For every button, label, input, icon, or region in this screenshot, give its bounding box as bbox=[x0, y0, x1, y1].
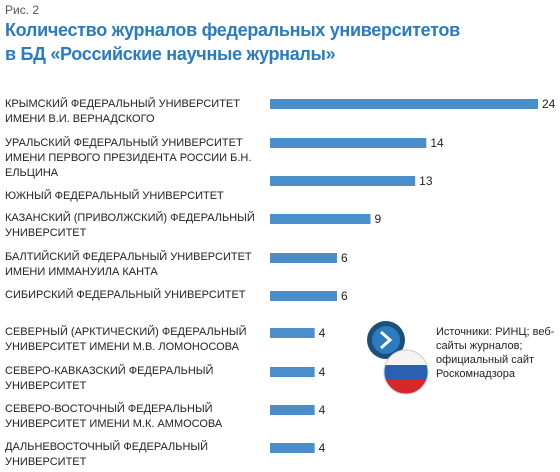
bar bbox=[270, 291, 337, 301]
value-label: 14 bbox=[430, 136, 444, 150]
bar bbox=[270, 253, 337, 263]
value-label: 6 bbox=[341, 289, 348, 303]
icon-arrow bbox=[367, 321, 405, 359]
bar bbox=[270, 405, 315, 415]
category-label: КАЗАНСКИЙ (ПРИВОЛЖСКИЙ) ФЕДЕРАЛЬНЫЙ УНИВ… bbox=[5, 212, 255, 239]
value-label: 4 bbox=[319, 441, 326, 455]
bar bbox=[270, 99, 538, 109]
value-label: 4 bbox=[319, 326, 326, 340]
category-label: СЕВЕРНЫЙ (АРКТИЧЕСКИЙ) ФЕДЕРАЛЬНЫЙ УНИВЕ… bbox=[5, 326, 247, 353]
figure-label: Рис. 2 bbox=[5, 3, 40, 17]
value-label: 4 bbox=[319, 403, 326, 417]
bar bbox=[270, 367, 315, 377]
source-note: Источники: РИНЦ; веб-сайты журналов; офи… bbox=[436, 326, 555, 380]
bar bbox=[270, 214, 371, 224]
category-label: СИБИРСКИЙ ФЕДЕРАЛЬНЫЙ УНИВЕРСИТЕТ bbox=[5, 289, 246, 301]
value-label: 24 bbox=[542, 97, 556, 111]
category-label: СЕВЕРО-КАВКАЗСКИЙ ФЕДЕРАЛЬНЫЙ УНИВЕРСИТЕ… bbox=[5, 365, 214, 392]
category-label: КРЫМСКИЙ ФЕДЕРАЛЬНЫЙ УНИВЕРСИТЕТ ИМЕНИ В… bbox=[5, 98, 240, 125]
bar bbox=[270, 176, 416, 186]
bar bbox=[270, 443, 315, 453]
category-label: УРАЛЬСКИЙ ФЕДЕРАЛЬНЫЙ УНИВЕРСИТЕТ ИМЕНИ … bbox=[5, 137, 252, 179]
icon-flag bbox=[383, 349, 429, 395]
category-label: БАЛТИЙСКИЙ ФЕДЕРАЛЬНЫЙ УНИВЕРСИТЕТ ИМЕНИ… bbox=[5, 251, 252, 278]
bar bbox=[270, 138, 427, 148]
chart-title: Количество журналов федеральных универси… bbox=[5, 20, 460, 40]
bar bbox=[270, 328, 315, 338]
value-label: 4 bbox=[319, 365, 326, 379]
chart-title: в БД «Российские научные журналы» bbox=[5, 44, 336, 64]
category-label: ДАЛЬНЕВОСТОЧНЫЙ ФЕДЕРАЛЬНЫЙ УНИВЕРСИТЕТ bbox=[5, 441, 209, 468]
value-label: 13 bbox=[419, 174, 433, 188]
value-label: 9 bbox=[375, 212, 382, 226]
value-label: 6 bbox=[341, 251, 348, 265]
category-label: СЕВЕРО-ВОСТОЧНЫЙ ФЕДЕРАЛЬНЫЙ УНИВЕРСИТЕТ… bbox=[5, 403, 223, 430]
category-label: ЮЖНЫЙ ФЕДЕРАЛЬНЫЙ УНИВЕРСИТЕТ bbox=[5, 190, 224, 202]
